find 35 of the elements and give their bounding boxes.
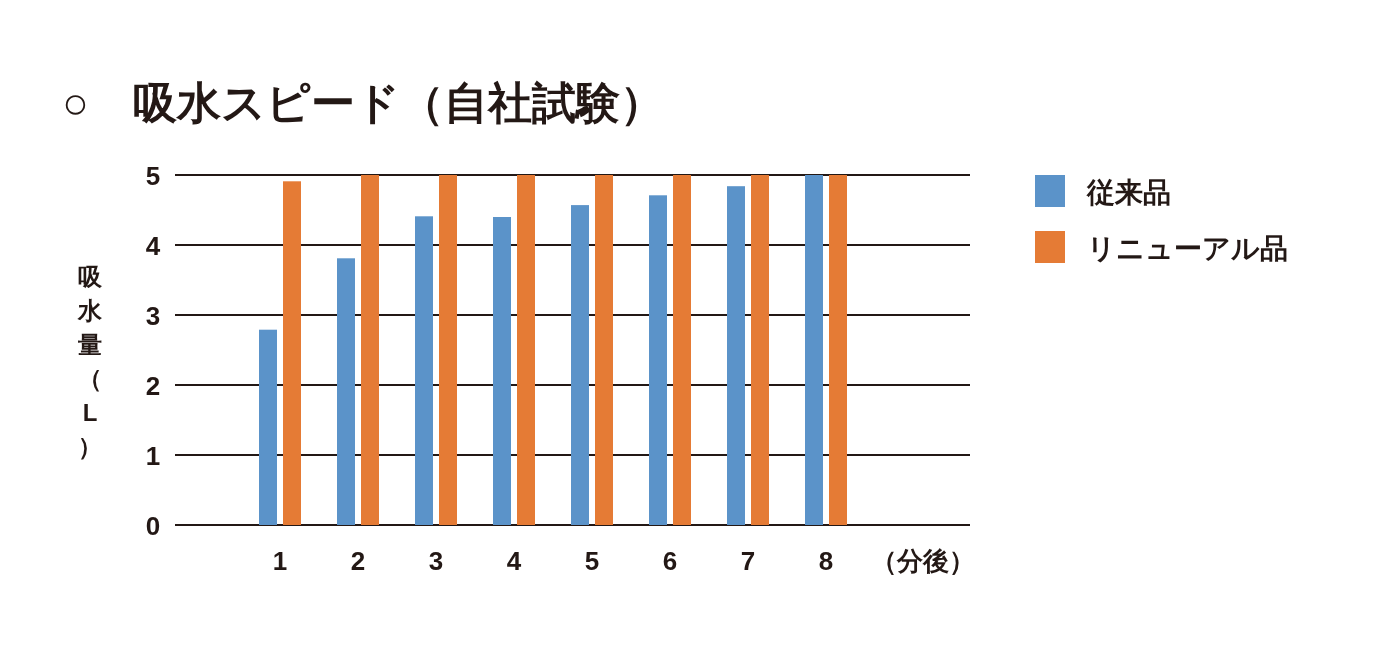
y-tick-label: 3 — [145, 301, 161, 331]
bar — [361, 175, 379, 525]
x-tick-label: 2 — [350, 546, 366, 576]
bar — [283, 181, 301, 525]
y-axis-title: 吸水量（L） — [77, 263, 103, 460]
bar — [415, 216, 433, 525]
x-tick-label: 4 — [506, 546, 522, 576]
bar — [259, 329, 277, 525]
x-tick-label: 7 — [740, 546, 756, 576]
y-tick-label: 2 — [145, 371, 161, 401]
bar — [571, 205, 589, 525]
y-tick-label: 5 — [145, 161, 161, 191]
bar — [805, 175, 823, 525]
legend-label: 従来品 — [1086, 177, 1171, 208]
bar — [649, 195, 667, 525]
bar — [595, 175, 613, 525]
x-axis-title: （分後） — [871, 546, 975, 576]
bar — [439, 175, 457, 525]
x-tick-label: 8 — [818, 546, 834, 576]
chart-title: ○ 吸水スピード（自社試験） — [62, 78, 664, 127]
bar — [727, 186, 745, 525]
y-tick-label: 1 — [145, 441, 161, 471]
x-tick-label: 5 — [584, 546, 600, 576]
x-tick-label: 3 — [428, 546, 444, 576]
legend-label: リニューアル品 — [1087, 233, 1288, 264]
x-tick-label: 1 — [272, 546, 288, 576]
bar — [673, 175, 691, 525]
bar — [337, 258, 355, 525]
x-tick-label: 6 — [662, 546, 678, 576]
y-tick-label: 4 — [145, 231, 161, 261]
bar — [829, 175, 847, 525]
bar — [493, 217, 511, 525]
bar — [751, 175, 769, 525]
bar — [517, 175, 535, 525]
y-tick-label: 0 — [145, 511, 161, 541]
